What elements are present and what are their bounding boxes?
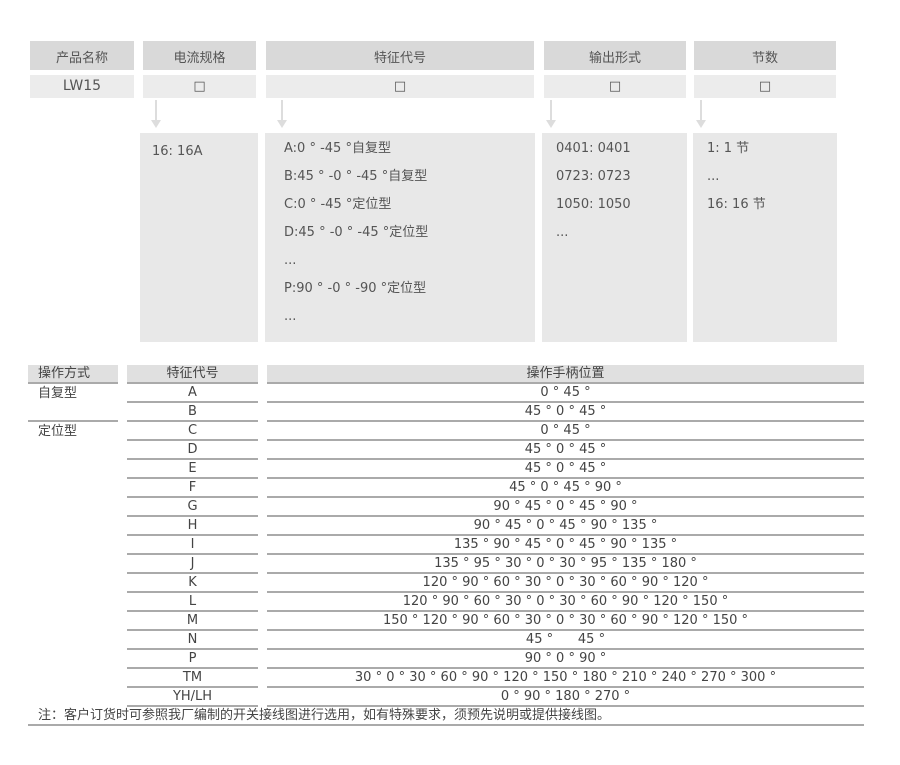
handle-position: 45 ° 45 ° [267, 631, 864, 650]
table-row: I 135 ° 90 ° 45 ° 0 ° 45 ° 90 ° 135 ° [28, 536, 864, 555]
option: A:0 ° -45 °自复型 [284, 141, 391, 156]
feature-code: I [127, 536, 258, 555]
handle-position: 0 ° 45 ° [267, 422, 864, 441]
table-row: D 45 ° 0 ° 45 ° [28, 441, 864, 460]
table-row: N 45 ° 45 ° [28, 631, 864, 650]
output-options: 0401: 0401 0723: 0723 1050: 1050 ... [542, 133, 687, 342]
feature-code: P [127, 650, 258, 669]
feature-code: K [127, 574, 258, 593]
feature-code: D [127, 441, 258, 460]
feature-code: J [127, 555, 258, 574]
option: C:0 ° -45 °定位型 [284, 197, 392, 212]
handle-position: 120 ° 90 ° 60 ° 30 ° 0 ° 30 ° 60 ° 90 ° … [267, 574, 864, 593]
handle-position: 45 ° 0 ° 45 ° [267, 460, 864, 479]
handle-position: 135 ° 95 ° 30 ° 0 ° 30 ° 95 ° 135 ° 180 … [267, 555, 864, 574]
handle-position: 135 ° 90 ° 45 ° 0 ° 45 ° 90 ° 135 ° [267, 536, 864, 555]
handle-position: 45 ° 0 ° 45 ° [267, 403, 864, 422]
option: 16: 16A [152, 144, 203, 159]
feature-code: TM [127, 669, 258, 688]
table-row: TM 30 ° 0 ° 30 ° 60 ° 90 ° 120 ° 150 ° 18… [28, 669, 864, 688]
note: 注：客户订货时可参照我厂编制的开关接线图进行选用，如有特殊要求，须预先说明或提供… [28, 707, 864, 726]
handle-position: 30 ° 0 ° 30 ° 60 ° 90 ° 120 ° 150 ° 180 … [267, 669, 864, 688]
table-row: K 120 ° 90 ° 60 ° 30 ° 0 ° 30 ° 60 ° 90 °… [28, 574, 864, 593]
feature-code: E [127, 460, 258, 479]
table-row: J 135 ° 95 ° 30 ° 0 ° 30 ° 95 ° 135 ° 180… [28, 555, 864, 574]
note-row: 注：客户订货时可参照我厂编制的开关接线图进行选用，如有特殊要求，须预先说明或提供… [28, 707, 864, 726]
handle-position: 90 ° 45 ° 0 ° 45 ° 90 ° [267, 498, 864, 517]
feature-options: A:0 ° -45 °自复型 B:45 ° -0 ° -45 °自复型 C:0 … [265, 133, 535, 342]
table-header: 操作方式 特征代号 操作手柄位置 [28, 365, 864, 384]
feature-code: N [127, 631, 258, 650]
option: B:45 ° -0 ° -45 °自复型 [284, 169, 428, 184]
feature-code: C [127, 422, 258, 441]
table-row: H 90 ° 45 ° 0 ° 45 ° 90 ° 135 ° [28, 517, 864, 536]
header-feature-code: 特征代号 [127, 365, 258, 384]
feature-code: G [127, 498, 258, 517]
handle-position: 90 ° 45 ° 0 ° 45 ° 90 ° 135 ° [267, 517, 864, 536]
handle-position: 120 ° 90 ° 60 ° 30 ° 0 ° 30 ° 60 ° 90 ° … [267, 593, 864, 612]
header-output: 输出形式 [544, 41, 686, 70]
option: ... [707, 169, 720, 184]
header-product-name: 产品名称 [30, 41, 134, 70]
handle-position: 45 ° 0 ° 45 ° 90 ° [267, 479, 864, 498]
arrow-down-icon [546, 100, 556, 128]
table-row: P 90 ° 0 ° 90 ° [28, 650, 864, 669]
feature-code: L [127, 593, 258, 612]
table-row: B 45 ° 0 ° 45 ° [28, 403, 864, 422]
value-sections: □ [694, 75, 836, 98]
value-feature-code: □ [266, 75, 534, 98]
header-operation-mode: 操作方式 [28, 365, 118, 384]
header-handle-position: 操作手柄位置 [267, 365, 864, 384]
table-row: E 45 ° 0 ° 45 ° [28, 460, 864, 479]
handle-position: 0 ° 90 ° 180 ° 270 ° [267, 688, 864, 707]
header-current: 电流规格 [143, 41, 256, 70]
option: ... [284, 309, 297, 324]
arrow-down-icon [151, 100, 161, 128]
current-options: 16: 16A [140, 133, 258, 342]
option: ... [284, 253, 297, 268]
handle-position: 90 ° 0 ° 90 ° [267, 650, 864, 669]
section-options: 1: 1 节 ... 16: 16 节 [693, 133, 837, 342]
value-product-name: LW15 [30, 75, 134, 98]
feature-code: M [127, 612, 258, 631]
header-sections: 节数 [694, 41, 836, 70]
table-row: L 120 ° 90 ° 60 ° 30 ° 0 ° 30 ° 60 ° 90 °… [28, 593, 864, 612]
option: 0723: 0723 [556, 169, 631, 184]
option: 16: 16 节 [707, 197, 766, 212]
group-label: 自复型 [38, 386, 78, 401]
feature-code: B [127, 403, 258, 422]
table-row: F 45 ° 0 ° 45 ° 90 ° [28, 479, 864, 498]
table-row: M 150 ° 120 ° 90 ° 60 ° 30 ° 0 ° 30 ° 60 … [28, 612, 864, 631]
group-label: 定位型 [38, 424, 78, 439]
table-row: 自复型 A 0 ° 45 ° [28, 384, 864, 403]
option: 1050: 1050 [556, 197, 631, 212]
handle-position: 0 ° 45 ° [267, 384, 864, 403]
value-output: □ [544, 75, 686, 98]
feature-code: A [127, 384, 258, 403]
arrow-down-icon [696, 100, 706, 128]
feature-code: F [127, 479, 258, 498]
option: 0401: 0401 [556, 141, 631, 156]
option: D:45 ° -0 ° -45 °定位型 [284, 225, 429, 240]
option: 1: 1 节 [707, 141, 750, 156]
option: P:90 ° -0 ° -90 °定位型 [284, 281, 427, 296]
value-current: □ [143, 75, 256, 98]
handle-position: 45 ° 0 ° 45 ° [267, 441, 864, 460]
feature-code: H [127, 517, 258, 536]
table-row: 定位型 C 0 ° 45 ° [28, 422, 864, 441]
feature-code: YH/LH [127, 688, 258, 707]
table-row: G 90 ° 45 ° 0 ° 45 ° 90 ° [28, 498, 864, 517]
handle-position: 150 ° 120 ° 90 ° 60 ° 30 ° 0 ° 30 ° 60 °… [267, 612, 864, 631]
arrow-down-icon [277, 100, 287, 128]
option: ... [556, 225, 569, 240]
header-feature-code: 特征代号 [266, 41, 534, 70]
table-row: YH/LH 0 ° 90 ° 180 ° 270 ° [28, 688, 864, 707]
handle-position-table: 操作方式 特征代号 操作手柄位置 自复型 A 0 ° 45 ° B 45 ° 0 ° 4… [28, 365, 864, 726]
